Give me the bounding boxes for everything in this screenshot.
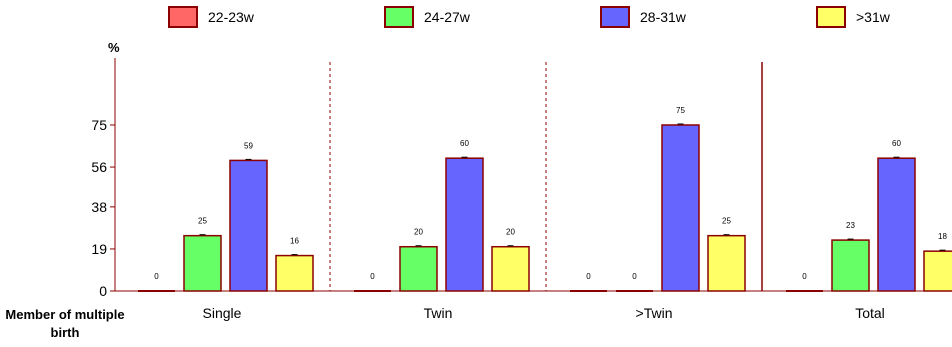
data-label: 75 — [676, 106, 685, 115]
data-label: 0 — [370, 272, 375, 281]
bar — [923, 250, 952, 292]
bar — [445, 157, 484, 292]
bar — [877, 157, 916, 292]
bar — [491, 245, 530, 292]
bar — [661, 124, 700, 292]
y-tick-label: 75 — [91, 117, 107, 133]
bar — [183, 234, 222, 292]
x-tick-label: Total — [855, 305, 885, 321]
data-label: 60 — [892, 139, 901, 148]
legend-label: 24-27w — [424, 9, 470, 25]
data-label: 23 — [846, 221, 855, 230]
bar — [399, 245, 438, 292]
legend: 22-23w 24-27w 28-31w >31w — [0, 6, 952, 32]
bar — [229, 159, 268, 292]
data-label: 20 — [506, 228, 515, 237]
data-label: 0 — [154, 272, 159, 281]
x-tick-label: >Twin — [636, 305, 673, 321]
data-label: 25 — [198, 217, 207, 226]
y-tick-label: 38 — [91, 199, 107, 215]
bar — [831, 239, 870, 292]
data-label: 18 — [938, 232, 947, 241]
legend-swatch — [384, 6, 414, 28]
data-label: 16 — [290, 237, 299, 246]
data-label: 59 — [244, 141, 253, 150]
legend-item: 24-27w — [384, 6, 470, 28]
y-tick-label: 0 — [99, 283, 107, 299]
data-label: 0 — [632, 272, 637, 281]
legend-item: >31w — [816, 6, 890, 28]
legend-label: >31w — [856, 9, 890, 25]
data-label: 60 — [460, 139, 469, 148]
data-label: 0 — [586, 272, 591, 281]
x-tick-label: Single — [203, 305, 242, 321]
legend-label: 22-23w — [208, 9, 254, 25]
y-tick-label: 19 — [91, 241, 107, 257]
data-label: 20 — [414, 228, 423, 237]
legend-item: 22-23w — [168, 6, 254, 28]
legend-item: 28-31w — [600, 6, 686, 28]
legend-swatch — [816, 6, 846, 28]
legend-swatch — [600, 6, 630, 28]
bar — [275, 254, 314, 292]
x-tick-label: Twin — [424, 305, 453, 321]
legend-label: 28-31w — [640, 9, 686, 25]
legend-swatch — [168, 6, 198, 28]
data-label: 0 — [802, 272, 807, 281]
y-axis-label: % — [108, 40, 120, 55]
x-axis-label: Member of multiple birth — [5, 307, 125, 340]
bar — [707, 234, 746, 292]
y-tick-label: 56 — [91, 159, 107, 175]
data-label: 25 — [722, 217, 731, 226]
